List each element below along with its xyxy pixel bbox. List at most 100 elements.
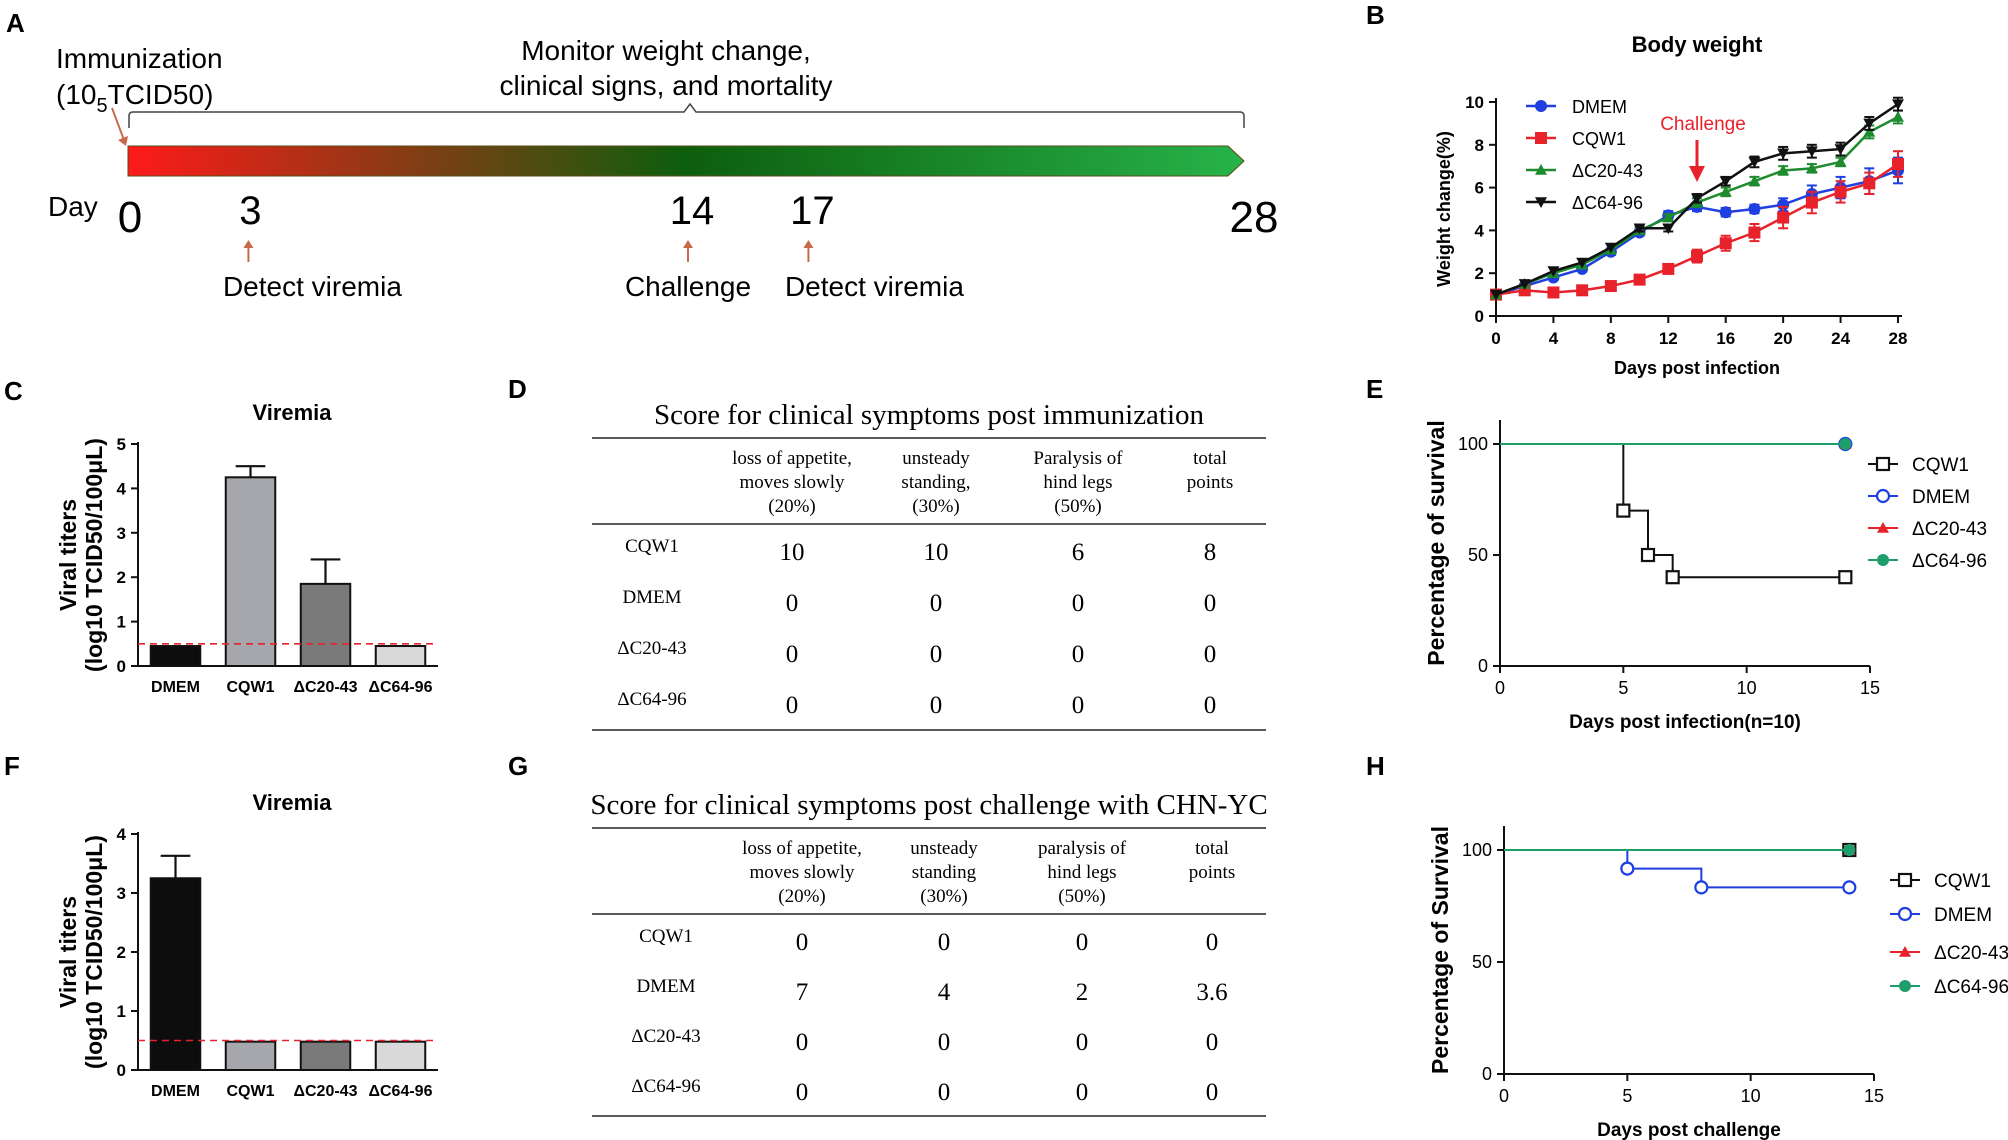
x-axis-label: Days post infection(n=10): [1569, 712, 1801, 733]
survival-marker: [1838, 570, 1853, 585]
x-tick-label-delta-c64-96: ΔC64-96: [369, 679, 433, 696]
y-axis-label-line2: (log10 TCID50/100μL): [81, 438, 107, 672]
table-header-cell: standing: [912, 862, 977, 883]
legend-label-delta-c64-96: ΔC64-96: [1572, 193, 1643, 213]
panel-label-c: C: [4, 376, 23, 406]
y-tick-label: 0: [1475, 307, 1484, 326]
y-tick-label: 8: [1475, 136, 1484, 155]
y-axis-label: Percentage of Survival: [1427, 826, 1453, 1074]
table-cell: 3.6: [1196, 979, 1227, 1006]
y-tick-label: 0: [1478, 656, 1488, 676]
panel-label-g: G: [508, 751, 528, 781]
data-point: [1834, 155, 1847, 167]
table-cell: 0: [1076, 1029, 1089, 1056]
survival-marker: [1665, 570, 1680, 585]
legend-label-delta-c20-43: ΔC20-43: [1572, 161, 1643, 181]
panel-label-a: A: [6, 8, 25, 38]
y-axis-label: Weight change(%): [1434, 131, 1454, 287]
table-cell: 6: [1072, 539, 1085, 566]
event-label-2: Detect viremia: [785, 271, 964, 302]
chart-viremia-challenge: Viremia 0 1 2 3 4 Viral titers (log10 TCID50/10…: [55, 790, 438, 1100]
data-point: [1691, 193, 1703, 205]
data-point: [1748, 203, 1761, 215]
chart-title: Viremia: [252, 400, 332, 425]
data-point: [1748, 157, 1761, 168]
survival-marker: [1616, 503, 1631, 518]
x-tick-label: 5: [1618, 678, 1628, 698]
legend-marker: [1899, 946, 1911, 957]
legend-label-cqw1: CQW1: [1934, 871, 1991, 892]
table-row-name-cqw1: CQW1: [625, 536, 679, 557]
data-point: [1863, 125, 1876, 137]
data-point: [1805, 162, 1818, 174]
y-axis-label-line1: Viral titers: [55, 896, 81, 1008]
table-cell: 0: [938, 929, 951, 956]
legend-label-delta-c20-43: ΔC20-43: [1934, 943, 2008, 964]
table-cell: 0: [938, 1079, 951, 1106]
table-cell: 0: [1204, 641, 1217, 668]
survival-marker: [1640, 547, 1656, 563]
table-header-cell: (50%): [1058, 886, 1105, 907]
y-axis-label-line2: (log10 TCID50/100μL): [81, 835, 107, 1069]
data-point: [1662, 211, 1675, 223]
legend-label-cqw1: CQW1: [1912, 455, 1969, 476]
x-tick-label-cqw1: CQW1: [227, 1083, 275, 1100]
legend: CQW1 DMEM ΔC20-43 ΔC64-96: [1890, 871, 2008, 998]
table-header-cell: total: [1193, 448, 1227, 469]
survival-line: [1500, 443, 1846, 579]
x-tick-label: 24: [1831, 329, 1850, 348]
data-point: [1662, 262, 1675, 275]
survival-marker: [1842, 880, 1857, 895]
table-cell: 0: [796, 1079, 809, 1106]
bar-cqw1: [224, 1040, 277, 1072]
table-header-cell: (20%): [778, 886, 825, 907]
series-delta-c64-96: [1504, 844, 1856, 856]
table-header-cell: (20%): [768, 496, 815, 517]
legend: CQW1 DMEM ΔC20-43 ΔC64-96: [1868, 455, 1987, 572]
data-point: [1777, 211, 1790, 224]
data-point: [1604, 280, 1617, 293]
x-tick-label: 20: [1774, 329, 1793, 348]
chart-viremia-immunization: Viremia 0 1 2 3 4 5 Viral titers (log10 TCID50/1…: [55, 400, 438, 696]
legend-marker: [1877, 522, 1889, 533]
data-point: [1633, 223, 1646, 235]
y-tick-label: 2: [1475, 264, 1484, 283]
table-score-challenge: Score for clinical symptoms post challen…: [590, 789, 1268, 1117]
legend-marker: [1877, 554, 1889, 566]
y-tick-label: 3: [117, 884, 126, 903]
y-tick-label: 0: [117, 1061, 126, 1080]
bar-cqw1: [224, 476, 277, 667]
bar-delta-c20-43: [299, 582, 352, 667]
event-label-1: Challenge: [625, 271, 751, 302]
table-header-cell: standing,: [901, 472, 970, 493]
annotation-arrowhead: [1689, 166, 1705, 182]
y-tick-label: 4: [1475, 221, 1485, 240]
x-tick-label-delta-c20-43: ΔC20-43: [294, 1083, 358, 1100]
chart-title: Body weight: [1632, 32, 1763, 57]
legend-label-dmem: DMEM: [1912, 487, 1970, 508]
y-tick-label: 0: [1482, 1064, 1492, 1084]
data-point: [1633, 273, 1646, 286]
y-tick-label: 100: [1462, 840, 1492, 860]
table-header-cell: unsteady: [910, 838, 978, 859]
data-point: [1805, 146, 1818, 158]
x-tick-label: 10: [1737, 678, 1757, 698]
table-header-cell: hind legs: [1047, 862, 1116, 883]
data-point: [1748, 226, 1761, 239]
x-tick-label: 4: [1549, 329, 1559, 348]
monitor-bracket: [128, 102, 1245, 128]
panel-label-b: B: [1366, 0, 1385, 30]
x-axis-label: Days post infection: [1614, 358, 1780, 378]
survival-marker: [1839, 438, 1852, 450]
table-cell: 0: [1076, 1079, 1089, 1106]
table-row-name-delta-c20-43: ΔC20-43: [631, 1026, 700, 1047]
data-point: [1834, 185, 1847, 198]
table-header-cell: (30%): [912, 496, 959, 517]
table-cell: 4: [938, 979, 951, 1006]
data-point: [1691, 250, 1703, 263]
series-cqw1: [1500, 443, 1853, 585]
survival-marker: [1694, 880, 1709, 895]
x-tick-label-dmem: DMEM: [151, 1083, 200, 1100]
table-header-cell: paralysis of: [1038, 838, 1127, 859]
data-point: [1805, 196, 1818, 209]
